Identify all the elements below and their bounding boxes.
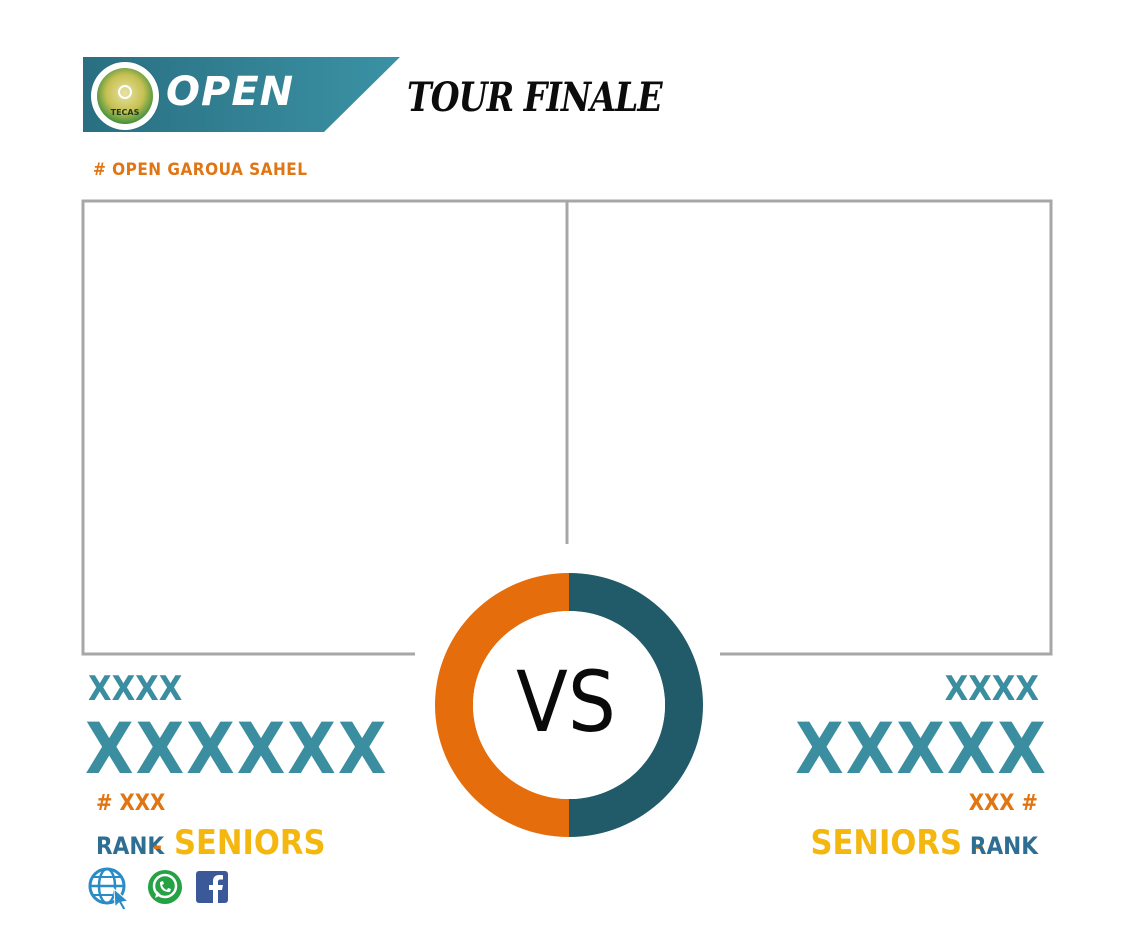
whatsapp-icon[interactable] [147,869,183,905]
left-player-separator: - [153,832,162,860]
right-player-first-name: XXXX [944,669,1039,709]
left-player-rank: RANK [96,832,165,860]
header-banner [83,57,401,132]
page-title: TOUR FINALE [407,74,663,121]
vs-ring-right-half [569,573,703,837]
left-player-first-name: XXXX [88,669,183,709]
vs-ring-left-half [435,573,569,837]
left-player-category: SENIORS [174,823,326,863]
facebook-icon[interactable] [196,871,228,903]
right-player-last-name: XXXXX [795,708,1048,790]
banner-shape [83,57,400,132]
event-hashtag: # OPEN GAROUA SAHEL [93,160,308,180]
logo-text: TECAS [110,108,140,117]
right-player-separator: - [975,832,984,860]
club-logo: TECAS [91,62,159,130]
right-player-category: SENIORS [810,823,963,863]
right-player-number: XXX # [968,791,1038,816]
tennis-ball-icon: TECAS [97,68,153,124]
vs-ring [435,573,703,837]
web-icon[interactable] [88,867,130,911]
right-player-rank: RANK [969,832,1038,860]
open-label: OPEN [166,69,295,115]
vs-label: VS [516,653,616,751]
left-player-number: # XXX [96,791,166,816]
left-player-last-name: XXXXXX [85,708,389,790]
